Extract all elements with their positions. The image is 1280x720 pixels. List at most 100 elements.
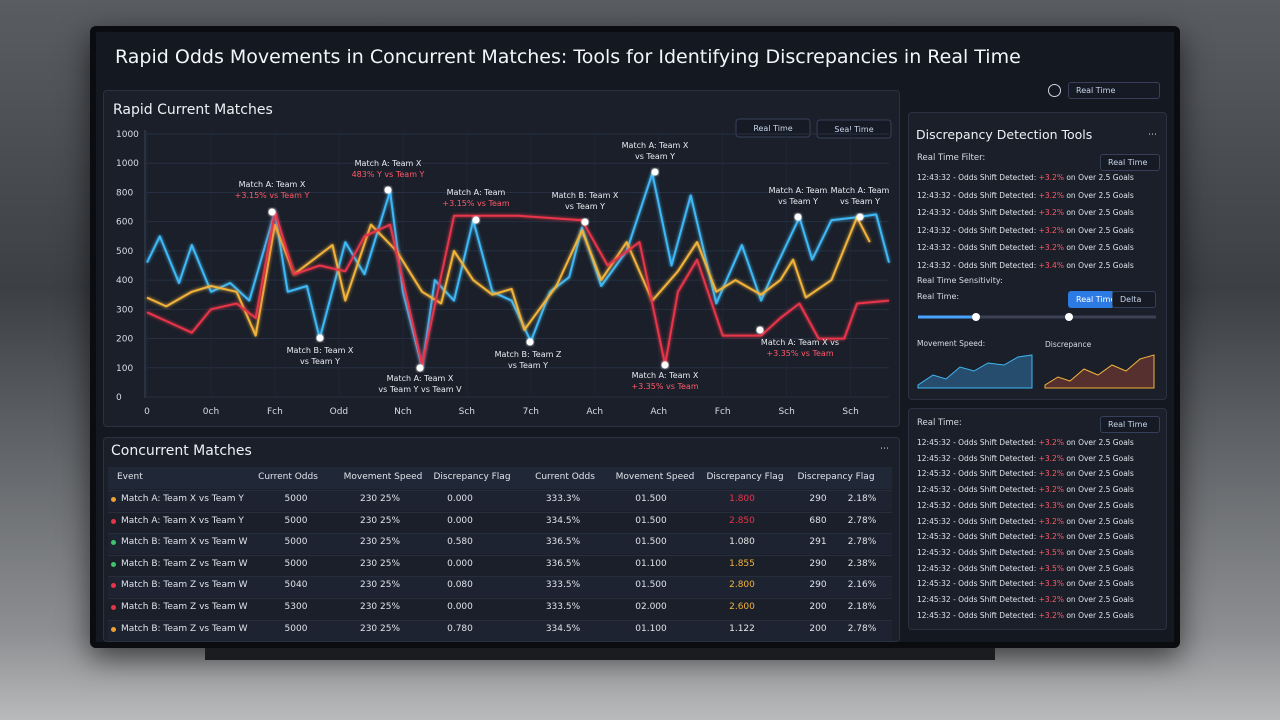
more-icon[interactable]: ⋯ [880, 444, 889, 454]
log-text: 12:45:32 - Odds Shift Detected: [917, 516, 1037, 526]
table-cell: 2.18% [847, 602, 877, 612]
log-entry: 12:43:32 - Odds Shift Detected: +3.2% on… [917, 191, 1134, 200]
table-cell: 2.38% [847, 558, 877, 569]
table-cell: 333.5% [545, 580, 581, 591]
x-tick-label: Ach [586, 407, 603, 417]
table-cell: 230 25% [359, 494, 401, 504]
slider-thumb[interactable] [1065, 313, 1073, 321]
x-tick-label: Odd [330, 407, 349, 417]
log-text: 12:45:32 - Odds Shift Detected: [917, 610, 1037, 620]
table-cell: 0.000 [447, 558, 473, 569]
annotation-text: Match A: Team X [387, 374, 454, 383]
status-dot [111, 583, 116, 589]
log-entry: 12:45:32 - Odds Shift Detected: +3.2% on… [917, 454, 1134, 463]
table-row [108, 533, 892, 555]
filter-label: Real Time Filter: [917, 153, 986, 163]
table-cell: Match B: Team Z vs Team W [121, 580, 248, 591]
table-cell: 1.800 [729, 494, 755, 504]
table-cell: 333.3% [545, 494, 581, 504]
table-cell: 01.500 [635, 494, 667, 504]
table-cell: 230 25% [359, 515, 401, 526]
x-tick-label: Sch [842, 407, 858, 417]
log-text: 12:45:32 - Odds Shift Detected: [917, 438, 1037, 447]
column-header: Discrepancy Flag [797, 472, 875, 482]
table-cell: 1.855 [729, 558, 755, 569]
log-text: 12:45:32 - Odds Shift Detected: [917, 579, 1037, 589]
x-tick-label: Fch [715, 407, 731, 417]
y-tick-label: 600 [116, 218, 133, 228]
refresh-icon[interactable] [1048, 84, 1061, 97]
log-target: on Over 2.5 Goals [1066, 595, 1134, 604]
annotation-text: Match A: Team X [355, 159, 422, 168]
table-cell: 680 [809, 515, 827, 526]
table-cell: 01.100 [635, 623, 667, 634]
table-cell: 5040 [284, 580, 308, 591]
log-change: +3.2% [1038, 485, 1064, 495]
x-tick-label: 0ch [203, 407, 219, 417]
table-cell: 2.850 [729, 515, 755, 526]
table-cell: 2.18% [847, 494, 877, 504]
annotation-text: vs Team Y [635, 152, 675, 161]
log-change: +3.3% [1038, 500, 1064, 510]
table-cell: 200 [809, 602, 827, 612]
annotation-dot [268, 208, 276, 216]
log-entry: 12:45:32 - Odds Shift Detected: +3.2% on… [917, 517, 1134, 526]
log-target: on Over 2.5 Goals [1066, 610, 1134, 620]
column-header: Movement Speed [343, 472, 423, 482]
log-text: 12:43:32 - Odds Shift Detected: [917, 208, 1037, 218]
table-cell: 290 [809, 558, 827, 569]
button[interactable] [735, 118, 811, 138]
annotation-text: Match A: Team X [622, 141, 689, 150]
table-cell: 230 25% [359, 580, 401, 591]
y-tick-label: 500 [116, 247, 133, 257]
more-icon[interactable]: ⋯ [1148, 130, 1157, 140]
y-tick-label: 300 [116, 305, 133, 315]
table-cell: 2.78% [847, 623, 877, 634]
log-target: on Over 2.5 Goals [1066, 438, 1134, 447]
table-cell: 0.080 [447, 580, 473, 591]
feed-select[interactable]: Real Time [1100, 416, 1160, 433]
column-header: Event [117, 472, 143, 482]
log-entry: 12:45:32 - Odds Shift Detected: +3.2% on… [917, 469, 1134, 478]
feed-panel [908, 408, 1167, 630]
log-text: 12:45:32 - Odds Shift Detected: [917, 547, 1037, 557]
header-control[interactable]: Real Time [1068, 82, 1160, 99]
log-target: on Over 2.5 Goals [1066, 516, 1134, 526]
table-cell: 334.5% [545, 623, 581, 634]
toggle-option[interactable]: Delta [1112, 291, 1156, 308]
table-cell: Match B: Team Z vs Team W [121, 558, 248, 569]
table-cell: 230 25% [359, 558, 401, 569]
log-text: 12:43:32 - Odds Shift Detected: [917, 225, 1037, 235]
table-cell: 290 [809, 494, 827, 504]
table-title: Concurrent Matches [111, 443, 252, 459]
slider-thumb[interactable] [972, 313, 980, 321]
series-line [146, 216, 871, 337]
log-entry: 12:43:32 - Odds Shift Detected: +3.4% on… [917, 261, 1134, 270]
table-cell: 200 [809, 623, 827, 634]
x-tick-label: Sch [459, 407, 475, 417]
filter-select[interactable]: Real Time [1100, 154, 1160, 171]
table-cell: 0.000 [447, 602, 473, 612]
table-cell: 333.5% [545, 602, 581, 612]
series-line [146, 210, 890, 366]
y-tick-label: 100 [116, 364, 133, 374]
tools-title: Discrepancy Detection Tools [916, 127, 1093, 142]
annotation-text: Match A: Team X [239, 180, 306, 189]
log-change: +3.2% [1038, 190, 1064, 200]
log-text: 12:45:32 - Odds Shift Detected: [917, 500, 1037, 510]
annotation-text: Match B: Team Z [495, 350, 562, 359]
chart-panel [103, 90, 900, 427]
table-cell: 5000 [284, 558, 308, 569]
log-target: on Over 2.5 Goals [1066, 469, 1134, 479]
annotation-text: vs Team Y [300, 357, 340, 366]
log-change: +3.2% [1038, 516, 1064, 526]
sensitivity-label: Real Time Sensitivity: [917, 276, 1003, 285]
log-target: on Over 2.5 Goals [1066, 208, 1134, 218]
log-change: +3.5% [1038, 547, 1064, 557]
button-label[interactable]: Real Time [753, 124, 792, 133]
button-label[interactable]: Seal Time [834, 125, 873, 134]
log-target: on Over 2.5 Goals [1066, 243, 1134, 253]
speed-label: Movement Speed: [917, 339, 986, 348]
y-tick-label: 200 [116, 335, 133, 345]
